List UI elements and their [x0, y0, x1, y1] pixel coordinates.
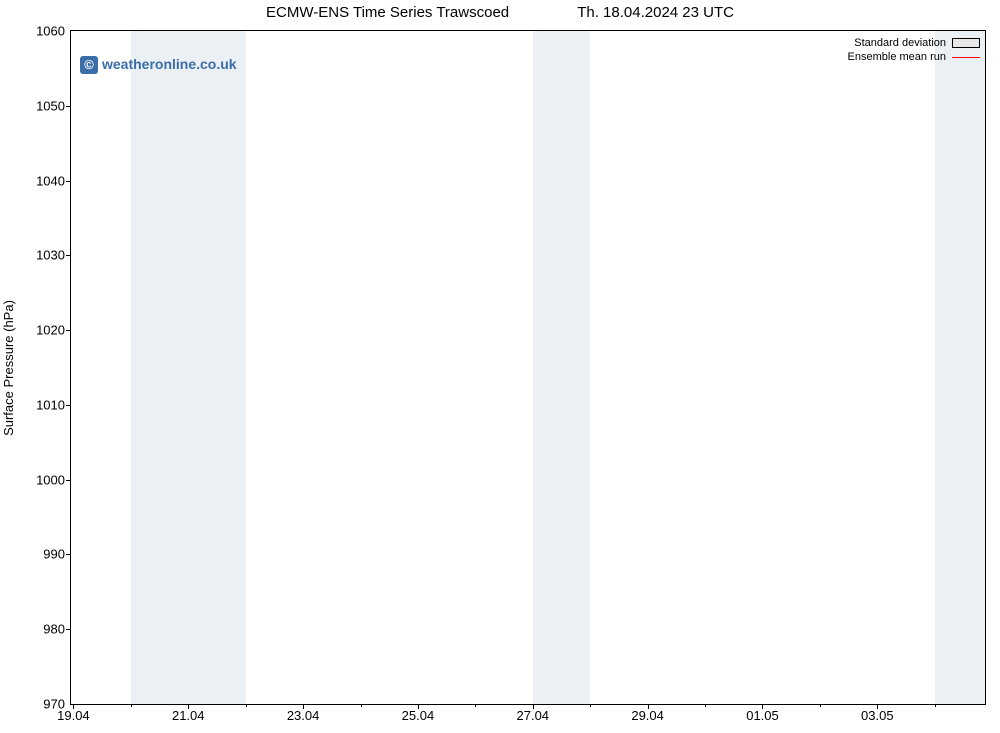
plot-area: 970980990100010101020103010401050106019.… [70, 30, 986, 705]
copyright-icon: © [80, 56, 98, 74]
weekend-band [935, 31, 985, 704]
x-minor-tick-mark [131, 704, 132, 707]
y-tick-mark [66, 106, 71, 107]
y-tick-mark [66, 629, 71, 630]
legend: Standard deviationEnsemble mean run [800, 36, 980, 64]
x-tick-label: 21.04 [172, 704, 205, 723]
watermark: ©weatheronline.co.uk [80, 56, 237, 74]
x-tick-label: 03.05 [861, 704, 894, 723]
legend-label: Standard deviation [854, 36, 946, 50]
chart-title: ECMW-ENS Time Series Trawscoed Th. 18.04… [0, 4, 1000, 21]
x-minor-tick-mark [590, 704, 591, 707]
weekend-band [533, 31, 590, 704]
y-tick-mark [66, 480, 71, 481]
y-tick-label: 1060 [36, 24, 71, 39]
x-minor-tick-mark [820, 704, 821, 707]
x-tick-label: 29.04 [631, 704, 664, 723]
legend-item: Ensemble mean run [800, 50, 980, 64]
x-tick-label: 01.05 [746, 704, 779, 723]
x-tick-label: 25.04 [402, 704, 435, 723]
y-tick-mark [66, 330, 71, 331]
x-tick-label: 19.04 [57, 704, 90, 723]
legend-item: Standard deviation [800, 36, 980, 50]
y-tick-mark [66, 255, 71, 256]
x-minor-tick-mark [475, 704, 476, 707]
x-minor-tick-mark [361, 704, 362, 707]
legend-swatch [952, 38, 980, 48]
title-right: Th. 18.04.2024 23 UTC [577, 4, 734, 21]
y-tick-mark [66, 405, 71, 406]
chart-container: ECMW-ENS Time Series Trawscoed Th. 18.04… [0, 0, 1000, 733]
x-tick-label: 23.04 [287, 704, 320, 723]
title-left: ECMW-ENS Time Series Trawscoed [266, 4, 509, 21]
y-tick-mark [66, 181, 71, 182]
y-tick-mark [66, 554, 71, 555]
legend-label: Ensemble mean run [848, 50, 946, 64]
y-axis-label: Surface Pressure (hPa) [1, 300, 16, 436]
x-minor-tick-mark [246, 704, 247, 707]
x-tick-label: 27.04 [517, 704, 550, 723]
weekend-band [131, 31, 246, 704]
watermark-text: weatheronline.co.uk [102, 56, 237, 72]
legend-line [952, 57, 980, 58]
x-minor-tick-mark [935, 704, 936, 707]
x-minor-tick-mark [705, 704, 706, 707]
